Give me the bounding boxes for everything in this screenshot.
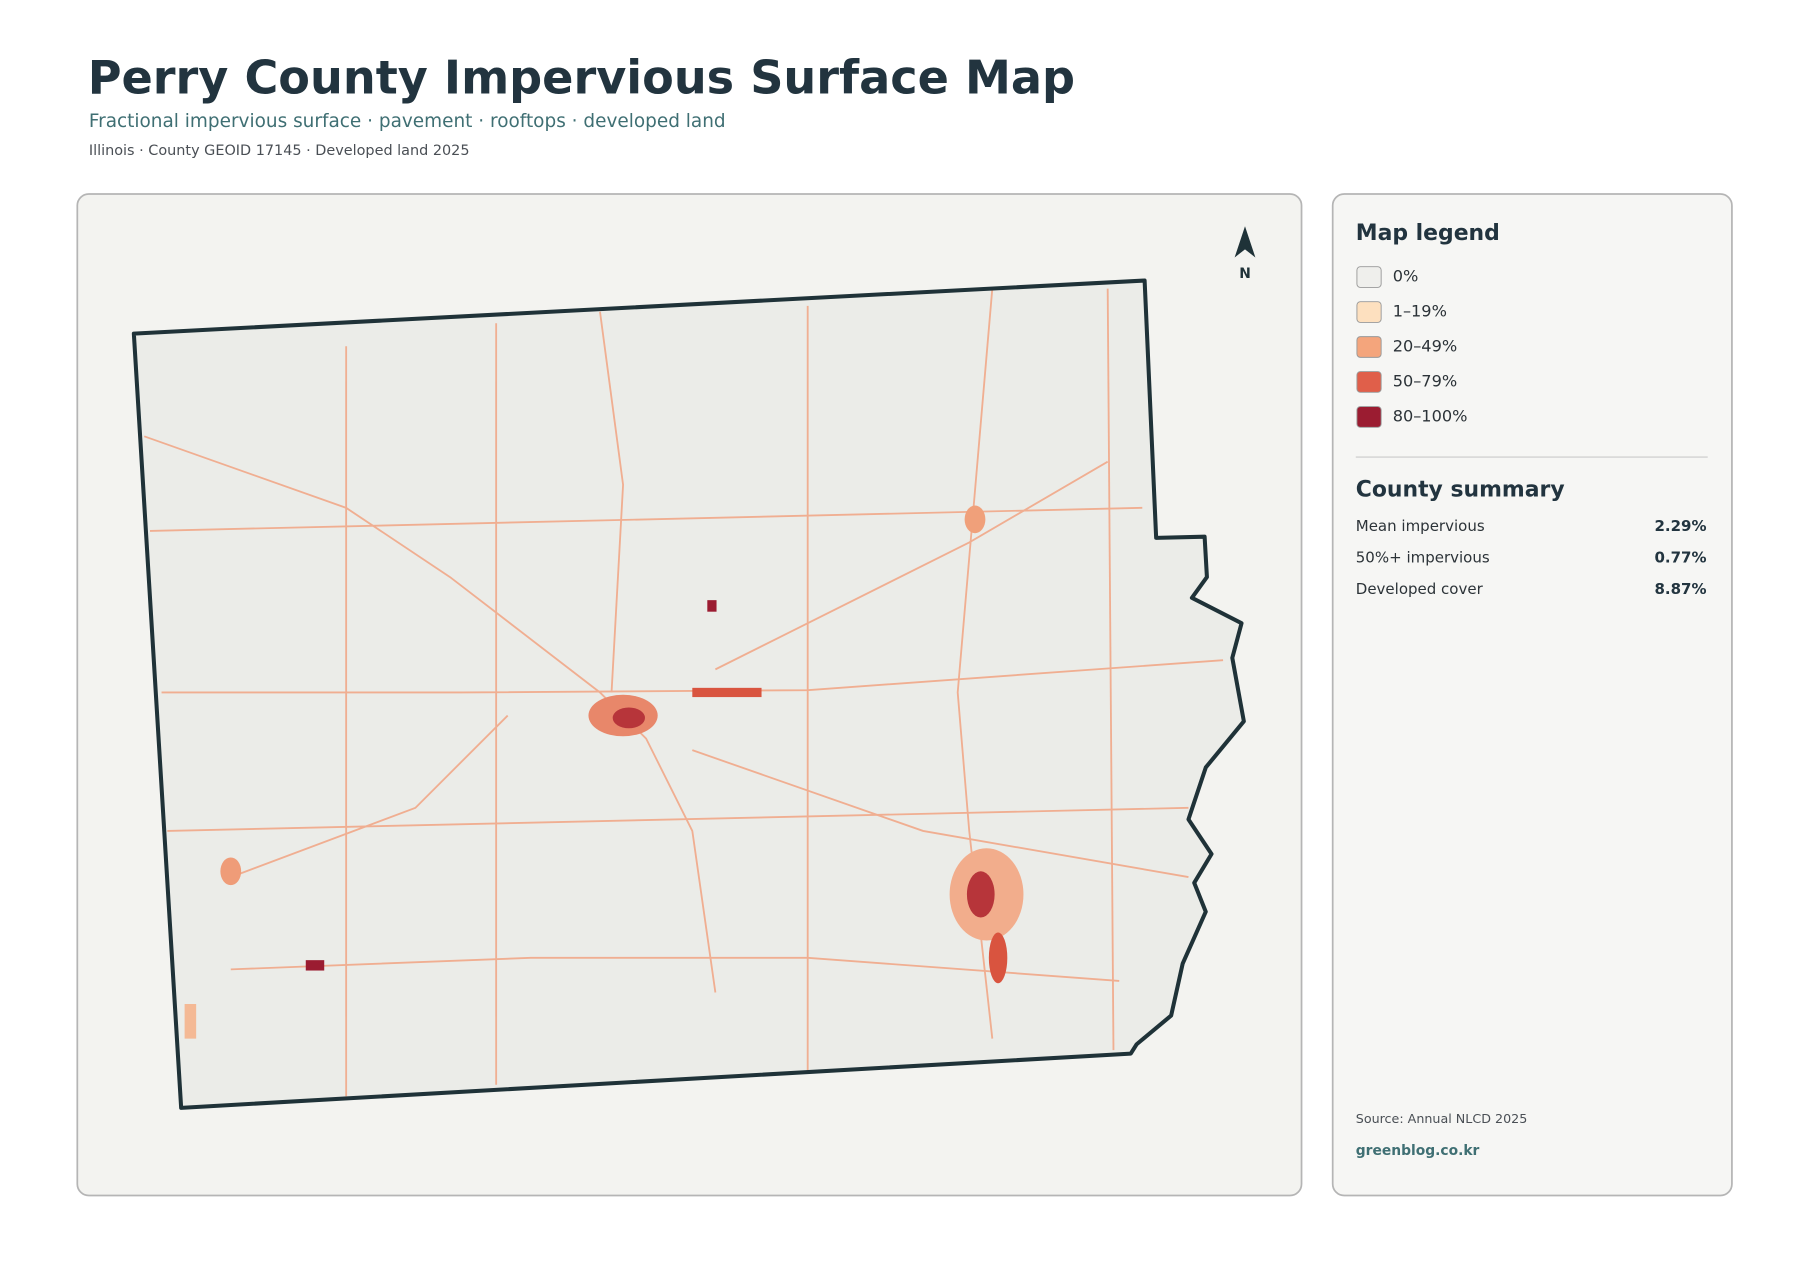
page-subtitle: Fractional impervious surface · pavement… [89,111,726,132]
legend-swatch [1356,406,1382,428]
summary-label: Developed cover [1356,580,1484,598]
north-label: N [1239,266,1251,282]
page-title: Perry County Impervious Surface Map [88,51,1075,105]
legend-label: 0% [1393,267,1419,286]
legend: 0% 1–19% 20–49% 50–79% 80–100% [1356,266,1468,428]
legend-label: 20–49% [1393,337,1457,356]
north-arrow: N [1234,226,1256,282]
credit: greenblog.co.kr [1356,1143,1480,1159]
county-boundary [131,278,1246,1110]
summary-label: Mean impervious [1356,517,1485,535]
county-fill [133,280,1244,1108]
legend-label: 1–19% [1393,302,1447,321]
summary-value: 8.87% [1654,580,1706,598]
side-panel [1331,193,1733,1197]
page-meta: Illinois · County GEOID 17145 · Develope… [89,143,470,159]
county-map [131,278,1246,1110]
legend-swatch [1356,371,1382,393]
legend-title: Map legend [1356,221,1500,246]
legend-swatch [1356,336,1382,358]
legend-label: 80–100% [1393,407,1468,426]
towns [184,505,1024,1039]
legend-label: 50–79% [1393,372,1457,391]
legend-swatch [1356,301,1382,323]
legend-swatch [1356,266,1382,288]
source: Source: Annual NLCD 2025 [1356,1111,1528,1126]
summary-label: 50%+ impervious [1356,548,1490,566]
summary-value: 0.77% [1654,548,1706,566]
summary: Mean impervious 2.29% 50%+ impervious 0.77%… [1356,517,1707,598]
summary-value: 2.29% [1654,517,1706,535]
summary-title: County summary [1356,477,1565,502]
